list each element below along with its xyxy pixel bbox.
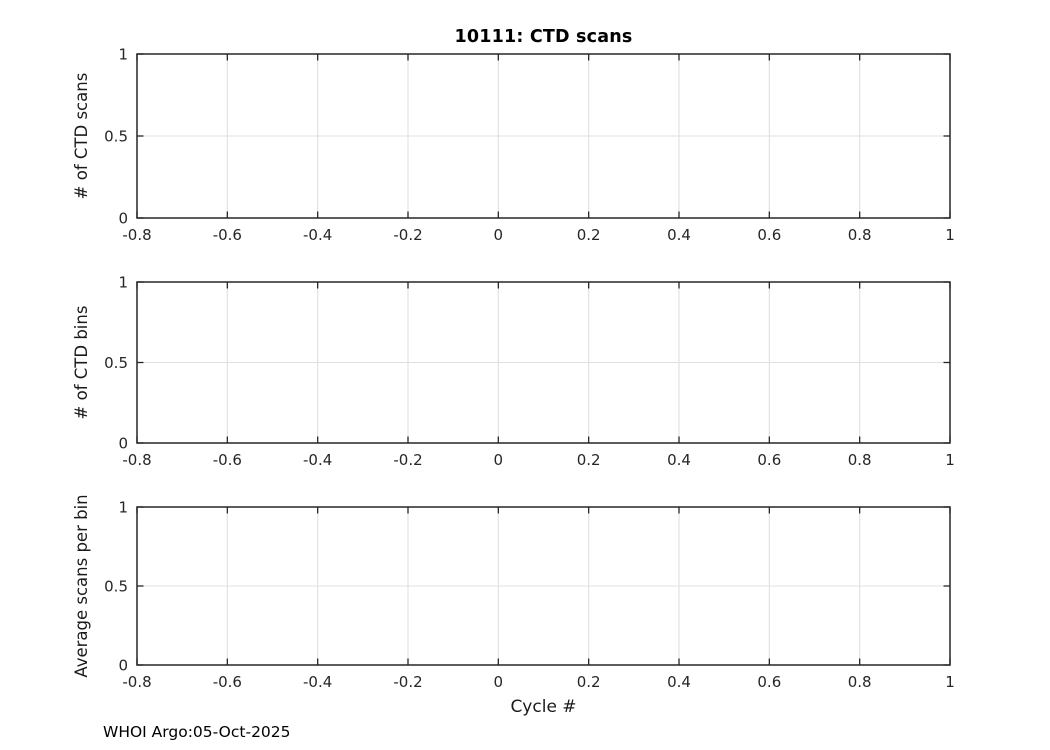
y-tick-label: 1 (118, 499, 128, 517)
x-tick-label: 0.4 (667, 451, 691, 469)
x-tick-label: 0.4 (667, 673, 691, 691)
x-tick-label: 0.8 (848, 451, 872, 469)
x-tick-label: -0.8 (122, 673, 151, 691)
x-tick-label: 1 (945, 226, 955, 244)
y-axis-label: # of CTD scans (72, 73, 91, 200)
y-axis-label: Average scans per bin (72, 494, 91, 677)
x-tick-label: 1 (945, 451, 955, 469)
x-tick-label: 0 (494, 226, 504, 244)
footer-text: WHOI Argo:05-Oct-2025 (103, 723, 291, 741)
x-tick-label: 0.6 (757, 673, 781, 691)
y-tick-label: 0.5 (104, 354, 128, 372)
x-tick-label: 0.8 (848, 673, 872, 691)
subplot-2: -0.8 -0.6 -0.4 -0.2 0 0.2 0.4 0.6 0.8 1 0 0.5 1 # of … (72, 274, 955, 470)
x-tick-label: 0.6 (757, 226, 781, 244)
x-tick-label: -0.6 (213, 673, 242, 691)
x-tick-label: -0.2 (393, 226, 422, 244)
x-tick-label: 0 (494, 451, 504, 469)
x-tick-label: -0.6 (213, 451, 242, 469)
y-tick-label: 0 (118, 657, 128, 675)
x-tick-label: 0.2 (577, 673, 601, 691)
subplot-3: -0.8 -0.6 -0.4 -0.2 0 0.2 0.4 0.6 0.8 1 0 0.5 1 Avera… (72, 494, 955, 691)
x-tick-label: 0.2 (577, 226, 601, 244)
x-tick-label: 0.6 (757, 451, 781, 469)
figure-title: 10111: CTD scans (454, 27, 633, 47)
x-tick-label: -0.2 (393, 451, 422, 469)
y-tick-label: 1 (118, 46, 128, 64)
x-axis-label: Cycle # (510, 697, 577, 717)
y-tick-label: 0 (118, 435, 128, 453)
x-tick-label: -0.6 (213, 226, 242, 244)
x-tick-label: -0.2 (393, 673, 422, 691)
x-tick-label: 0.2 (577, 451, 601, 469)
y-tick-label: 1 (118, 274, 128, 292)
x-tick-label: -0.4 (303, 226, 332, 244)
subplot-1: -0.8 -0.6 -0.4 -0.2 0 0.2 0.4 0.6 0.8 1 0 0.5 1 # of … (72, 46, 955, 245)
y-tick-label: 0 (118, 210, 128, 228)
x-tick-label: -0.8 (122, 451, 151, 469)
x-tick-label: -0.4 (303, 673, 332, 691)
y-tick-label: 0.5 (104, 128, 128, 146)
x-tick-label: 0 (494, 673, 504, 691)
x-tick-label: 0.4 (667, 226, 691, 244)
x-tick-label: 1 (945, 673, 955, 691)
x-tick-label: -0.8 (122, 226, 151, 244)
y-tick-label: 0.5 (104, 578, 128, 596)
x-tick-label: 0.8 (848, 226, 872, 244)
x-tick-label: -0.4 (303, 451, 332, 469)
y-axis-label: # of CTD bins (72, 306, 91, 420)
